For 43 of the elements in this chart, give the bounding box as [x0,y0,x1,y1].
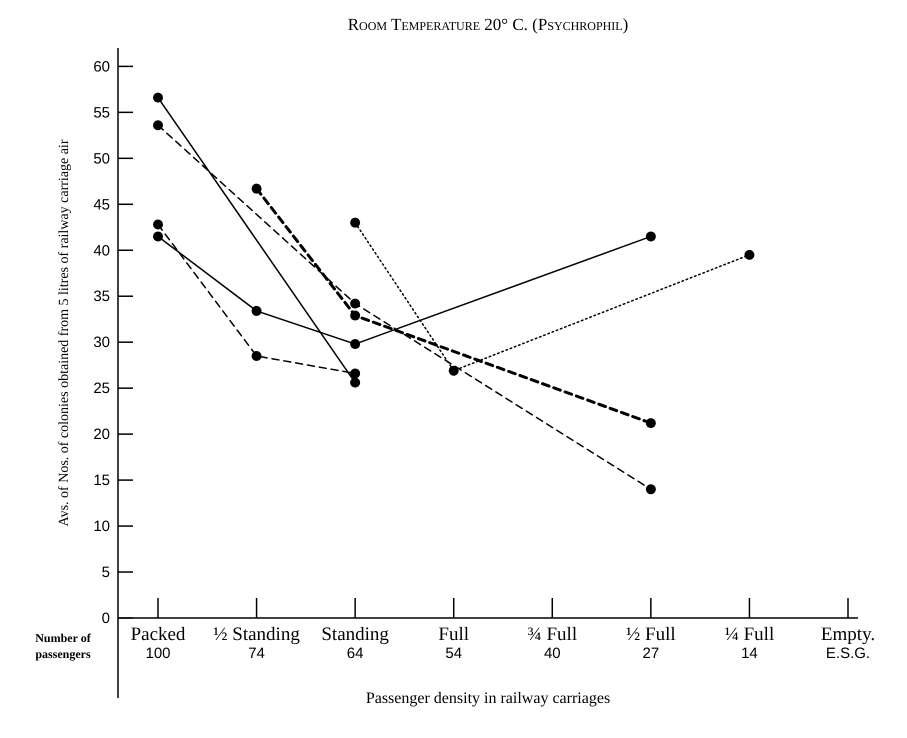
y-tick-label: 25 [93,380,110,398]
point [646,231,656,242]
y-tick-label: 15 [93,472,110,490]
point [350,310,360,321]
y-tick-label: 30 [93,334,110,352]
y-axis-title: Avs. of Nos. of colonies obtained from 5 litres of railway carriage air [57,139,72,526]
x-tick-label: ¾ Full 40 [527,624,578,662]
point [350,218,360,228]
point [350,339,360,350]
y-tick-label: 60 [93,58,110,76]
point [252,306,262,316]
chart-title: Room Temperature 20° C. (Psychrophil) [348,15,628,34]
point [252,184,262,194]
point [646,484,656,494]
point [744,250,754,260]
point [646,418,656,428]
x-axis-title: Passenger density in railway carriages [366,690,610,707]
point [350,298,360,309]
x-tick-label: ½ Full 27 [626,624,676,662]
y-tick-label: 20 [93,426,110,444]
y-tick-label: 10 [93,518,110,536]
point [350,368,360,378]
y-tick-label: 0 [102,610,110,627]
x-tick-label: Empty. E.S.G. [820,624,876,662]
y-tick-label: 35 [93,288,110,306]
y-tick-label: 40 [93,242,110,260]
y-tick-label: 5 [102,564,110,582]
point [153,120,163,130]
x-tick-label: Packed 100 [130,624,186,662]
y-tick-label: 50 [93,150,110,168]
point [153,231,163,242]
y-tick-label: 45 [93,196,110,214]
text: Number of passengers [35,631,92,661]
point [153,92,163,103]
x-tick-label: ¼ Full 14 [724,624,774,662]
x-tick-label: Full 54 [438,624,470,662]
point [252,350,262,361]
point [350,378,360,388]
x-tick-label: ½ Standing 74 [213,624,300,662]
y-tick-label: 55 [93,104,110,122]
point [153,220,163,230]
point [448,366,459,376]
x-tick-label: Standing 64 [321,624,390,662]
